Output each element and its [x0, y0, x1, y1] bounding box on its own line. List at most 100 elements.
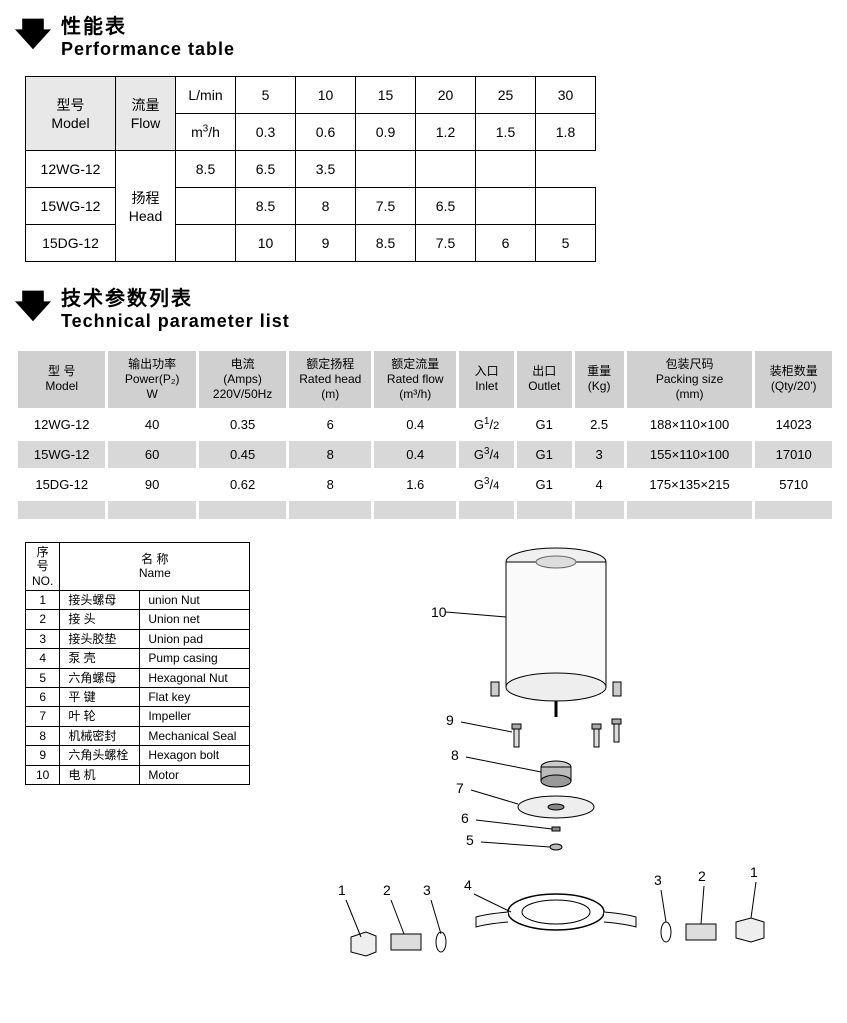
unit-lmin: L/min	[176, 76, 236, 113]
perf-row2-model: 15DG-12	[26, 225, 116, 262]
tech-row-1: 15WG-12600.4580.4 G3/4 G13155×110×100170…	[18, 441, 832, 468]
p24: 6	[476, 225, 536, 262]
th-weight: 重量(Kg)	[575, 351, 624, 408]
part-row: 6平 键Flat key	[26, 687, 250, 706]
tech-row-0: 12WG-12400.3560.4 G1/2 G12.5188×110×1001…	[18, 411, 832, 438]
lbl-5: 5	[466, 832, 474, 848]
head-cn: 扬程	[132, 190, 160, 206]
lbl-8: 8	[451, 747, 459, 763]
p25: 5	[536, 225, 596, 262]
lmin-5: 30	[536, 76, 596, 113]
mech-seal-icon	[541, 761, 571, 787]
m3h-1: 0.6	[296, 113, 356, 151]
p10: 8.5	[236, 188, 296, 225]
part-row: 3接头胶垫Union pad	[26, 629, 250, 648]
lbl-2l: 2	[383, 882, 391, 898]
down-arrow-icon	[15, 15, 51, 51]
perf-flow-en: Flow	[131, 115, 161, 131]
part-row: 10电 机Motor	[26, 765, 250, 784]
exploded-diagram: 10 9 8 7	[280, 542, 832, 972]
tech-row-2: 15DG-12900.6281.6 G3/4 G14175×135×215571…	[18, 471, 832, 498]
left-union-icon	[351, 932, 446, 956]
p20: 10	[236, 225, 296, 262]
th-model: 型 号Model	[18, 351, 105, 408]
p01: 6.5	[236, 151, 296, 188]
part-row: 1接头螺母union Nut	[26, 591, 250, 610]
lmin-3: 20	[416, 76, 476, 113]
impeller-icon	[518, 796, 594, 818]
lbl-7: 7	[456, 780, 464, 796]
lbl-3l: 3	[423, 882, 431, 898]
th-amps: 电流(Amps)220V/50Hz	[199, 351, 286, 408]
perf-title-cn: 性能表	[61, 15, 235, 39]
parts-no-hdr: 序 号NO.	[26, 542, 60, 590]
part-row: 7叶 轮Impeller	[26, 707, 250, 726]
p00: 8.5	[176, 151, 236, 188]
flat-key-icon	[552, 827, 560, 831]
p04	[416, 151, 476, 188]
lbl-4: 4	[464, 877, 472, 893]
part-row: 5六角螺母Hexagonal Nut	[26, 668, 250, 687]
tech-header: 技术参数列表 Technical parameter list	[15, 287, 832, 333]
perf-flow-cn: 流量	[132, 97, 160, 113]
p02: 3.5	[296, 151, 356, 188]
th-power: 输出功率Power(P₂)W	[108, 351, 195, 408]
right-union-icon	[661, 918, 764, 942]
tech-empty-row	[18, 501, 832, 519]
perf-model-en: Model	[51, 115, 89, 131]
p15	[536, 188, 596, 225]
th-qty: 装柜数量(Qty/20')	[755, 351, 832, 408]
hex-bolt-icon	[512, 719, 621, 747]
lmin-1: 10	[296, 76, 356, 113]
performance-table: 型号 Model 流量 Flow L/min 5 10 15 20 25 30 …	[25, 76, 596, 263]
lbl-1r: 1	[750, 864, 758, 880]
tech-title-cn: 技术参数列表	[61, 287, 290, 311]
lmin-2: 15	[356, 76, 416, 113]
inlet2: G3/4	[459, 471, 514, 498]
p23: 7.5	[416, 225, 476, 262]
p05	[476, 151, 536, 188]
perf-row0-model: 12WG-12	[26, 151, 116, 188]
inlet0: G1/2	[459, 411, 514, 438]
part-row: 9六角头螺栓Hexagon bolt	[26, 746, 250, 765]
th-outlet: 出口Outlet	[517, 351, 572, 408]
lmin-0: 5	[236, 76, 296, 113]
p03	[356, 151, 416, 188]
p13: 6.5	[416, 188, 476, 225]
p21: 9	[296, 225, 356, 262]
m3h-4: 1.5	[476, 113, 536, 151]
motor-icon	[491, 548, 621, 717]
pump-casing-icon	[476, 894, 636, 930]
perf-title-en: Performance table	[61, 39, 235, 61]
hex-nut-icon	[550, 844, 562, 850]
p12: 7.5	[356, 188, 416, 225]
th-inlet: 入口Inlet	[459, 351, 514, 408]
m3h-3: 1.2	[416, 113, 476, 151]
m3h-0: 0.3	[236, 113, 296, 151]
lbl-9: 9	[446, 712, 454, 728]
m3h-5: 1.8	[536, 113, 596, 151]
lmin-4: 25	[476, 76, 536, 113]
inlet1: G3/4	[459, 441, 514, 468]
part-row: 8机械密封Mechanical Seal	[26, 726, 250, 745]
unit-m3h: m3/h	[176, 113, 236, 151]
lbl-6: 6	[461, 810, 469, 826]
part-row: 4泵 壳Pump casing	[26, 649, 250, 668]
down-arrow-icon	[15, 287, 51, 323]
lbl-2r: 2	[698, 868, 706, 884]
perf-model-cn: 型号	[57, 97, 85, 113]
p14	[476, 188, 536, 225]
p22: 8.5	[356, 225, 416, 262]
perf-row1-model: 15WG-12	[26, 188, 116, 225]
th-flow: 额定流量Rated flow(m³/h)	[374, 351, 456, 408]
th-pack: 包装尺码Packing size(mm)	[627, 351, 753, 408]
lbl-10: 10	[431, 604, 447, 620]
lbl-1l: 1	[338, 882, 346, 898]
performance-header: 性能表 Performance table	[15, 15, 832, 61]
parts-name-hdr: 名 称Name	[60, 542, 250, 590]
th-head: 额定扬程Rated head(m)	[289, 351, 371, 408]
tech-table: 型 号Model 输出功率Power(P₂)W 电流(Amps)220V/50H…	[15, 348, 835, 522]
m3h-2: 0.9	[356, 113, 416, 151]
p11: 8	[296, 188, 356, 225]
tech-title-en: Technical parameter list	[61, 311, 290, 333]
